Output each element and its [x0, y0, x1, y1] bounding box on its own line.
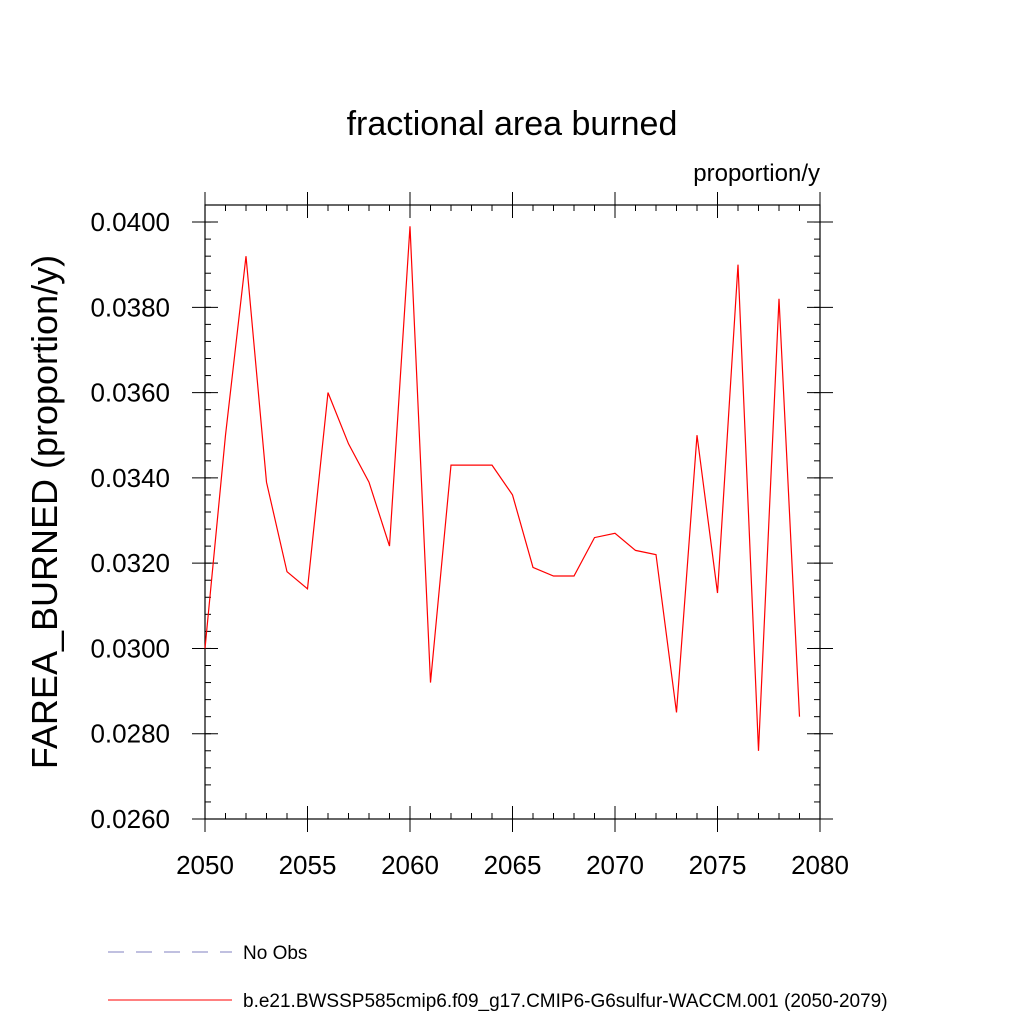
legend-label-no-obs: No Obs [243, 943, 307, 964]
x-tick-label: 2050 [176, 850, 234, 880]
y-tick-label: 0.0300 [90, 633, 170, 663]
units-label: proportion/y [693, 160, 820, 187]
y-tick-label: 0.0360 [90, 378, 170, 408]
series-line [204, 226, 801, 751]
x-tick-label: 2060 [381, 850, 439, 880]
y-tick-label: 0.0340 [90, 463, 170, 493]
y-tick-label: 0.0380 [90, 292, 170, 322]
legend-label-model-run: b.e21.BWSSP585cmip6.f09_g17.CMIP6-G6sulf… [243, 991, 888, 1012]
y-tick-label: 0.0260 [90, 804, 170, 834]
y-axis-label: FAREA_BURNED (proportion/y) [24, 255, 65, 769]
y-tick-label: 0.0400 [90, 207, 170, 237]
legend: No Obs b.e21.BWSSP585cmip6.f09_g17.CMIP6… [108, 943, 888, 1012]
x-tick-labels: 2050 2055 2060 2065 2070 2075 2080 [176, 850, 849, 880]
y-tick-label: 0.0320 [90, 548, 170, 578]
plot-frame [204, 204, 821, 820]
y-tick-labels: 0.0260 0.0280 0.0300 0.0320 0.0340 0.0360 0.03… [90, 207, 170, 834]
x-tick-label: 2080 [791, 850, 849, 880]
x-tick-label: 2070 [586, 850, 644, 880]
x-tick-label: 2055 [279, 850, 337, 880]
x-tick-label: 2065 [484, 850, 542, 880]
data-series [204, 226, 801, 751]
axis-ticks [192, 192, 833, 832]
y-tick-label: 0.0280 [90, 719, 170, 749]
x-tick-label: 2075 [689, 850, 747, 880]
chart-title: fractional area burned [347, 105, 678, 143]
